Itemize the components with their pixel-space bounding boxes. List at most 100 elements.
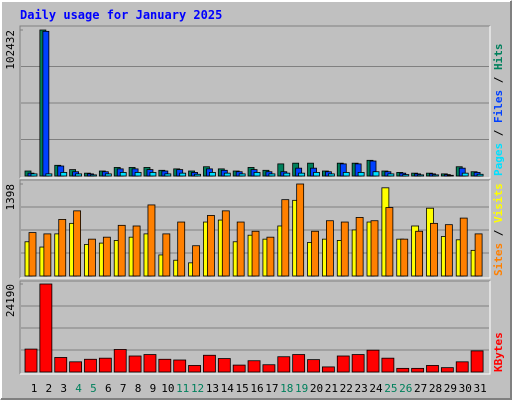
bar xyxy=(247,360,261,373)
bar xyxy=(28,232,37,277)
x-tick-label: 1 xyxy=(31,382,38,395)
bar xyxy=(98,357,112,373)
legend: Pages / Files / Hits xyxy=(492,44,505,177)
bar xyxy=(307,359,320,373)
bar xyxy=(474,233,483,277)
bar xyxy=(311,230,319,277)
bar xyxy=(357,172,365,177)
plot-border xyxy=(19,280,490,374)
bar xyxy=(370,220,379,277)
legend: Sites / Visits xyxy=(492,183,505,276)
bar xyxy=(194,173,201,177)
bar xyxy=(75,173,83,177)
bar xyxy=(88,238,96,277)
bar xyxy=(444,224,453,277)
x-tick-label: 13 xyxy=(206,382,219,395)
bar xyxy=(73,210,82,277)
x-tick-label: 21 xyxy=(325,382,338,395)
bar xyxy=(455,361,469,373)
bar xyxy=(372,171,380,177)
bar xyxy=(277,356,291,373)
bar xyxy=(192,245,200,277)
bar xyxy=(417,174,425,177)
bar xyxy=(39,283,53,373)
bar xyxy=(470,350,484,373)
bar xyxy=(158,358,172,373)
x-tick-label: 28 xyxy=(429,382,442,395)
bar xyxy=(147,204,156,277)
bar xyxy=(411,367,425,373)
bar xyxy=(232,364,246,373)
x-tick-label: 5 xyxy=(90,382,97,395)
bar xyxy=(217,358,231,373)
bar xyxy=(381,357,395,373)
x-tick-label: 8 xyxy=(135,382,142,395)
bar xyxy=(149,172,157,177)
bar xyxy=(43,233,52,277)
bar xyxy=(238,173,246,177)
x-tick-label: 19 xyxy=(295,382,308,395)
bar xyxy=(268,173,276,177)
legend-entry: Files xyxy=(492,90,505,123)
bar xyxy=(446,174,454,177)
bar xyxy=(236,221,245,277)
legend-separator: / xyxy=(492,123,505,143)
bar xyxy=(281,199,290,277)
bar xyxy=(113,349,127,373)
bar xyxy=(296,183,305,277)
bar xyxy=(336,355,350,373)
x-tick-label: 3 xyxy=(60,382,67,395)
bar xyxy=(426,365,439,373)
legend: KBytes xyxy=(492,332,505,372)
bar xyxy=(327,173,335,177)
x-tick-label: 17 xyxy=(265,382,278,395)
x-tick-label: 7 xyxy=(120,382,127,395)
x-tick-label: 2 xyxy=(46,382,53,395)
bar xyxy=(207,215,215,277)
x-tick-label: 11 xyxy=(176,382,189,395)
bar xyxy=(209,172,216,177)
x-tick-label: 24 xyxy=(369,382,383,395)
x-tick-label: 25 xyxy=(384,382,397,395)
x-tick-label: 10 xyxy=(161,382,174,395)
bar xyxy=(476,173,484,177)
bar xyxy=(298,172,306,177)
bar xyxy=(430,222,438,277)
legend-entry: Hits xyxy=(492,44,505,71)
bar xyxy=(292,354,306,373)
x-tick-label: 31 xyxy=(473,382,486,395)
bar xyxy=(102,236,111,277)
y-max-label: 102432 xyxy=(4,30,17,70)
bar xyxy=(203,354,216,373)
legend-separator: / xyxy=(492,70,505,90)
x-tick-label: 26 xyxy=(399,382,412,395)
bar xyxy=(355,217,364,277)
bar xyxy=(117,224,126,277)
bar xyxy=(173,359,187,373)
bar xyxy=(164,173,172,177)
bar xyxy=(60,172,68,177)
x-tick-label: 12 xyxy=(191,382,204,395)
y-max-label: 24190 xyxy=(4,284,17,317)
bar xyxy=(143,354,157,373)
bar xyxy=(400,238,409,277)
x-tick-label: 27 xyxy=(414,382,427,395)
chart-title: Daily usage for January 2025 xyxy=(20,8,222,22)
bar xyxy=(253,172,261,177)
bar xyxy=(179,172,187,177)
legend-separator: / xyxy=(492,223,505,243)
bar xyxy=(415,230,424,277)
x-tick-label: 30 xyxy=(459,382,472,395)
x-tick-label: 9 xyxy=(150,382,157,395)
bar xyxy=(385,207,394,277)
bar xyxy=(366,349,380,373)
bar xyxy=(84,358,97,373)
bar xyxy=(325,220,334,277)
bar xyxy=(90,174,97,177)
bar xyxy=(262,364,276,373)
plot-area xyxy=(20,26,490,178)
plot-border xyxy=(20,281,491,375)
bar xyxy=(54,357,68,373)
